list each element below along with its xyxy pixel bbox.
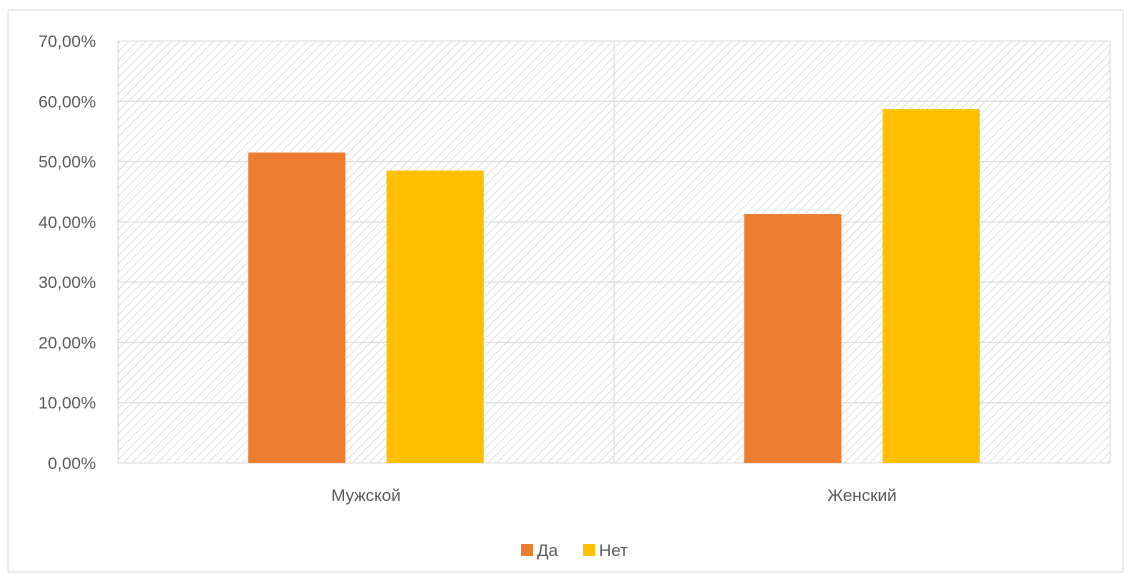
bar-da xyxy=(248,152,346,463)
legend-swatch xyxy=(583,544,595,556)
legend-swatch xyxy=(521,544,533,556)
category-label: Женский xyxy=(827,486,896,505)
bar-net xyxy=(386,170,484,463)
y-tick-label: 50,00% xyxy=(38,153,96,172)
y-tick-label: 20,00% xyxy=(38,333,96,352)
x-axis-categories: Мужской Женский xyxy=(331,486,896,505)
y-tick-label: 60,00% xyxy=(38,92,96,111)
bar-da xyxy=(744,214,842,463)
y-tick-label: 0,00% xyxy=(48,454,96,473)
legend-label: Нет xyxy=(599,541,628,560)
y-tick-label: 70,00% xyxy=(38,32,96,51)
y-axis-ticks: 0,00% 10,00% 20,00% 30,00% 40,00% 50,00% 60,00… xyxy=(38,32,96,473)
legend: Да Нет xyxy=(521,541,628,560)
y-tick-label: 40,00% xyxy=(38,213,96,232)
y-tick-label: 30,00% xyxy=(38,273,96,292)
bar-net xyxy=(882,109,980,463)
category-label: Мужской xyxy=(331,486,401,505)
bars-group xyxy=(248,109,980,463)
legend-label: Да xyxy=(537,541,559,560)
y-tick-label: 10,00% xyxy=(38,394,96,413)
